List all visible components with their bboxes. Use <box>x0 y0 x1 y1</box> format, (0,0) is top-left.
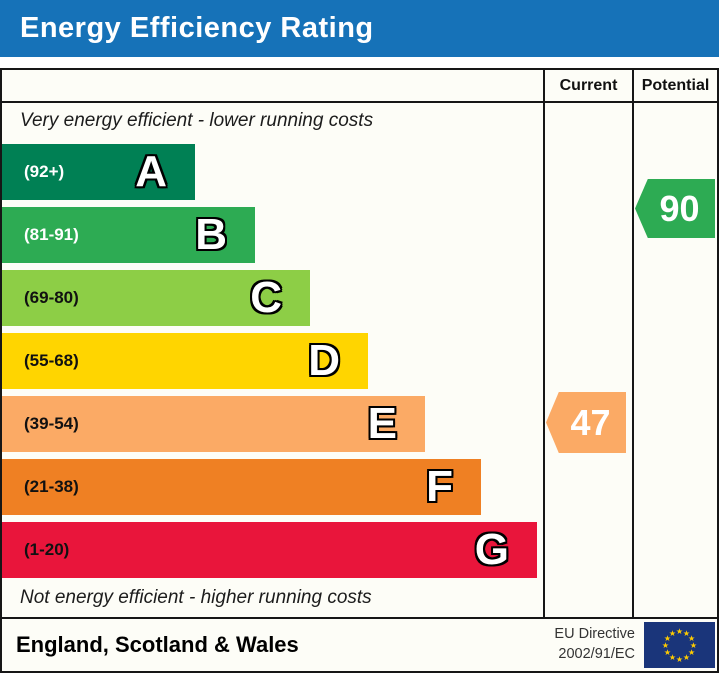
current-rating-value: 47 <box>570 401 611 443</box>
band-row-f: (21-38) F <box>2 455 543 518</box>
svg-text:★: ★ <box>662 641 669 650</box>
band-bar-a: (92+) A <box>2 143 195 200</box>
chart-title: Energy Efficiency Rating <box>20 12 374 44</box>
band-letter: B <box>195 209 227 259</box>
potential-column-header: Potential <box>641 76 710 94</box>
band-range-label: (39-54) <box>24 413 79 433</box>
svg-text:★: ★ <box>676 655 683 664</box>
band-row-g: (1-20) G <box>2 518 543 581</box>
band-range-label: (81-91) <box>24 224 79 244</box>
current-column-divider <box>543 70 545 617</box>
band-row-a: (92+) A <box>2 140 543 203</box>
band-range-label: (69-80) <box>24 287 79 307</box>
footer-row: England, Scotland & Wales EU Directive 2… <box>2 617 717 671</box>
svg-text:★: ★ <box>690 641 697 650</box>
band-bar-f: (21-38) F <box>2 458 481 515</box>
svg-text:★: ★ <box>683 629 690 638</box>
band-letter: D <box>308 335 340 385</box>
potential-rating-arrow: 90 <box>635 179 715 238</box>
band-bar-d: (55-68) D <box>2 332 368 389</box>
current-rating-arrow: 47 <box>546 392 626 453</box>
eu-directive-line1: EU Directive <box>554 626 635 643</box>
band-row-c: (69-80) C <box>2 266 543 329</box>
band-range-label: (55-68) <box>24 350 79 370</box>
svg-text:★: ★ <box>676 627 683 636</box>
band-bar-e: (39-54) E <box>2 395 425 452</box>
svg-text:★: ★ <box>664 634 671 643</box>
svg-text:★: ★ <box>683 653 690 662</box>
footer-region-label: England, Scotland & Wales <box>16 632 299 657</box>
band-row-e: (39-54) E <box>2 392 543 455</box>
band-letter: G <box>474 524 509 574</box>
svg-text:★: ★ <box>669 653 676 662</box>
rating-bands: (92+) A (81-91) B (69-80) C (55-68) D (39-54) E (2… <box>2 140 543 581</box>
band-letter: E <box>367 398 397 448</box>
chart-title-bar: Energy Efficiency Rating <box>0 0 719 57</box>
band-row-d: (55-68) D <box>2 329 543 392</box>
svg-text:★: ★ <box>688 634 695 643</box>
band-range-label: (92+) <box>24 161 65 181</box>
eu-directive-label: EU Directive 2002/91/EC <box>554 625 635 664</box>
band-letter: A <box>135 146 167 196</box>
current-column-header: Current <box>559 76 618 94</box>
band-bar-b: (81-91) B <box>2 206 255 263</box>
svg-text:★: ★ <box>688 648 695 657</box>
bottom-note: Not energy efficient - higher running co… <box>20 587 372 608</box>
band-range-label: (1-20) <box>24 539 70 559</box>
svg-text:★: ★ <box>669 629 676 638</box>
band-range-label: (21-38) <box>24 476 79 496</box>
band-bar-c: (69-80) C <box>2 269 310 326</box>
potential-column-divider <box>632 70 634 617</box>
eu-flag-icon: ★ ★ ★ ★ ★ ★ ★ ★ ★ ★ ★ ★ <box>644 622 715 668</box>
rating-table: Current Potential Very energy efficient … <box>0 68 719 673</box>
band-letter: C <box>250 272 282 322</box>
potential-rating-value: 90 <box>659 187 700 229</box>
top-note: Very energy efficient - lower running co… <box>20 110 374 131</box>
svg-text:★: ★ <box>664 648 671 657</box>
band-bar-g: (1-20) G <box>2 521 537 578</box>
band-row-b: (81-91) B <box>2 203 543 266</box>
eu-directive-line2: 2002/91/EC <box>558 646 635 662</box>
table-header-row: Current Potential <box>2 70 717 103</box>
band-letter: F <box>426 461 453 511</box>
